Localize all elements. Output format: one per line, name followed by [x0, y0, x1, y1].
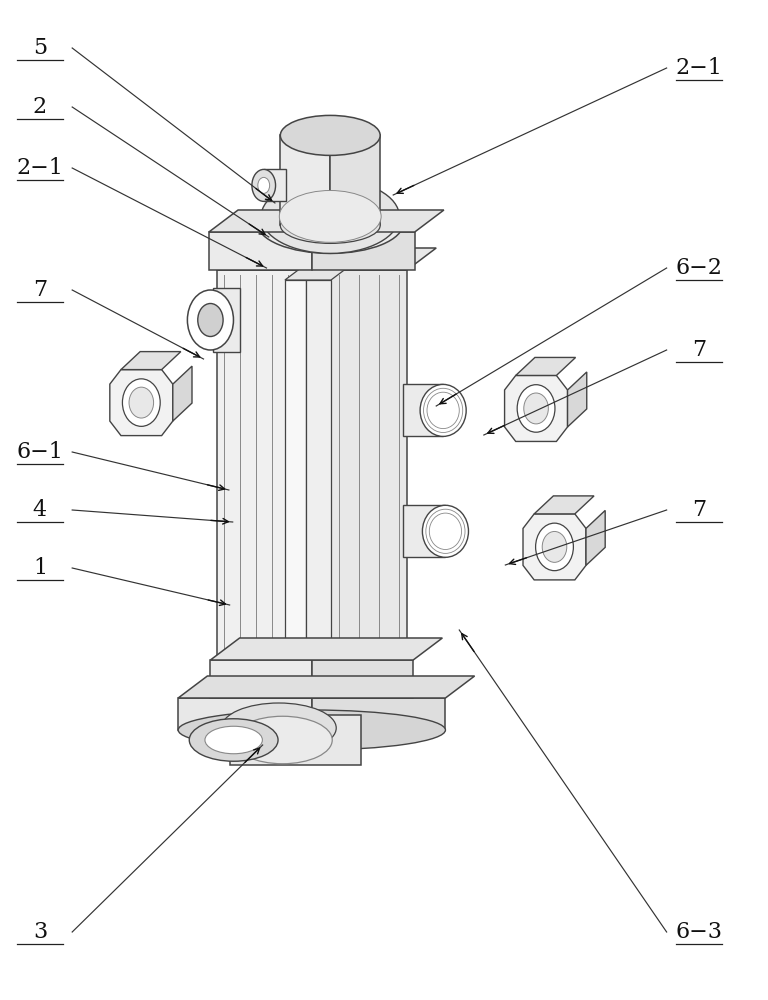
Text: 3: 3: [33, 921, 47, 943]
Bar: [403, 384, 443, 436]
Ellipse shape: [122, 379, 161, 426]
Ellipse shape: [280, 115, 380, 155]
Bar: [285, 280, 306, 650]
Ellipse shape: [420, 384, 466, 436]
Bar: [312, 660, 413, 698]
Bar: [280, 135, 330, 225]
Ellipse shape: [221, 703, 336, 753]
Ellipse shape: [187, 290, 233, 350]
Polygon shape: [209, 210, 444, 232]
Polygon shape: [213, 288, 240, 352]
Polygon shape: [586, 510, 605, 565]
Polygon shape: [535, 496, 594, 514]
Polygon shape: [285, 265, 352, 280]
Bar: [263, 169, 286, 201]
Text: 1: 1: [33, 557, 47, 579]
Ellipse shape: [542, 531, 567, 562]
Ellipse shape: [178, 710, 445, 750]
Polygon shape: [121, 352, 180, 370]
Bar: [306, 280, 331, 650]
Bar: [230, 715, 361, 765]
Bar: [217, 270, 312, 660]
Text: 2−1: 2−1: [16, 157, 64, 179]
Ellipse shape: [189, 719, 278, 761]
Ellipse shape: [233, 716, 333, 764]
Ellipse shape: [422, 505, 468, 557]
Ellipse shape: [129, 387, 154, 418]
Ellipse shape: [205, 726, 263, 754]
Polygon shape: [523, 514, 586, 580]
Text: 4: 4: [33, 499, 47, 521]
Polygon shape: [505, 375, 568, 441]
Bar: [210, 660, 312, 698]
Ellipse shape: [261, 179, 399, 253]
Text: 5: 5: [33, 37, 47, 59]
Ellipse shape: [535, 523, 574, 571]
Polygon shape: [178, 676, 475, 698]
Ellipse shape: [280, 190, 381, 242]
Bar: [330, 135, 380, 225]
Polygon shape: [568, 372, 587, 427]
Text: 7: 7: [33, 279, 47, 301]
Ellipse shape: [197, 304, 223, 337]
Text: 2: 2: [33, 96, 47, 118]
Ellipse shape: [517, 385, 555, 432]
Ellipse shape: [257, 193, 403, 253]
Polygon shape: [210, 638, 442, 660]
Polygon shape: [516, 357, 575, 375]
Bar: [312, 232, 415, 270]
Ellipse shape: [280, 207, 380, 243]
Text: 6−1: 6−1: [16, 441, 64, 463]
Text: 2−1: 2−1: [675, 57, 723, 79]
Text: 7: 7: [692, 499, 706, 521]
Text: 7: 7: [692, 339, 706, 361]
Polygon shape: [173, 366, 192, 421]
Bar: [312, 698, 445, 730]
Text: 6−2: 6−2: [675, 257, 723, 279]
Polygon shape: [217, 248, 436, 270]
Bar: [403, 505, 445, 557]
Polygon shape: [110, 370, 173, 436]
Bar: [209, 232, 312, 270]
Bar: [312, 270, 407, 660]
Ellipse shape: [258, 177, 270, 193]
Bar: [178, 698, 312, 730]
Text: 6−3: 6−3: [675, 921, 723, 943]
Ellipse shape: [252, 169, 276, 201]
Ellipse shape: [524, 393, 548, 424]
